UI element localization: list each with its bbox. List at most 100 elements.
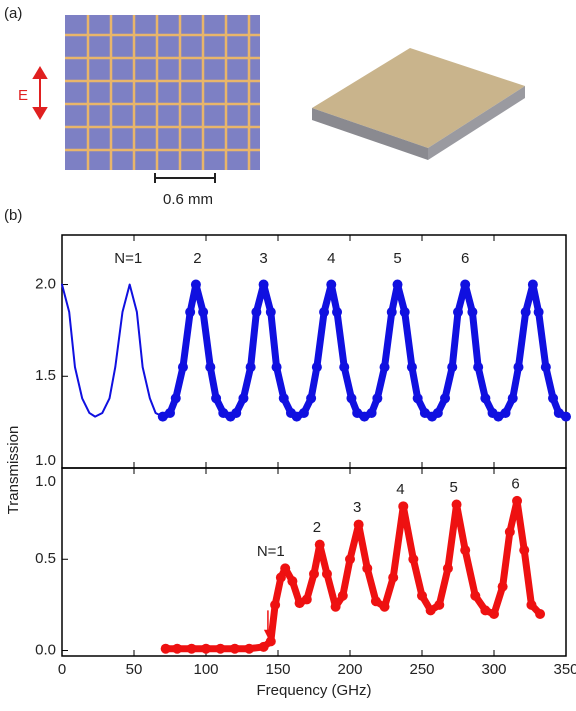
data-point	[392, 279, 403, 290]
data-point	[298, 407, 309, 418]
annotation: N=1	[257, 543, 285, 560]
y-tick-label: 1.0	[35, 473, 56, 490]
scale-bar	[154, 173, 216, 183]
data-point	[309, 568, 319, 579]
data-point	[177, 362, 188, 373]
data-point	[399, 307, 410, 318]
data-point	[346, 393, 357, 404]
data-point	[265, 636, 276, 647]
data-point	[519, 545, 530, 556]
data-point	[165, 407, 175, 418]
data-point	[278, 393, 289, 404]
data-point	[535, 609, 546, 620]
data-point	[366, 407, 377, 418]
data-point	[480, 393, 491, 404]
field-label: E	[18, 87, 28, 104]
data-point	[287, 576, 298, 587]
data-point	[190, 279, 201, 290]
data-point	[507, 393, 518, 404]
data-point	[379, 601, 390, 612]
field-arrow	[32, 66, 48, 120]
data-point	[201, 643, 211, 654]
data-point	[406, 362, 417, 373]
y-axis-label: Transmission	[5, 426, 22, 515]
data-point	[258, 641, 269, 652]
data-point	[434, 599, 445, 610]
data-point	[186, 643, 197, 654]
data-point	[311, 362, 322, 373]
data-point	[388, 572, 399, 583]
scale-label: 0.6 mm	[163, 191, 213, 208]
cutoff-arrowhead	[263, 629, 272, 638]
data-point	[370, 596, 381, 607]
data-point	[229, 643, 240, 654]
data-point	[271, 362, 282, 373]
data-point	[332, 307, 343, 318]
x-tick-label: 100	[193, 661, 218, 678]
data-point	[447, 362, 458, 373]
data-point	[561, 411, 571, 422]
data-point	[527, 279, 538, 290]
x-tick-label: 350	[553, 661, 576, 678]
data-point	[258, 279, 269, 290]
data-point	[379, 362, 390, 373]
data-point	[432, 407, 443, 418]
x-tick-label: 0	[58, 661, 66, 678]
data-point	[460, 279, 471, 290]
panel-label: (b)	[4, 207, 22, 224]
data-point	[301, 594, 312, 605]
data-point	[353, 519, 364, 530]
data-point	[321, 568, 332, 579]
data-point	[238, 393, 249, 404]
annotation: 3	[259, 250, 267, 267]
annotation: 2	[193, 250, 201, 267]
y-tick-label: 1.0	[35, 452, 56, 469]
series-line	[159, 281, 570, 421]
data-point	[470, 590, 481, 601]
chip-photo	[312, 48, 525, 160]
data-point	[417, 590, 427, 601]
data-point	[275, 572, 286, 583]
data-point	[473, 362, 484, 373]
data-point	[451, 499, 462, 510]
data-point	[453, 307, 463, 318]
data-point	[398, 501, 409, 512]
plot-frame	[61, 467, 567, 657]
data-point	[540, 362, 551, 373]
panel-label: (a)	[4, 5, 22, 22]
y-tick-label: 0.5	[35, 550, 56, 567]
series-line	[162, 497, 544, 653]
data-point	[244, 643, 255, 654]
data-point	[467, 307, 478, 318]
y-tick-label: 1.5	[35, 367, 56, 384]
data-point	[345, 554, 355, 565]
annotation: 4	[396, 481, 404, 498]
data-point	[512, 495, 523, 506]
data-point	[231, 407, 242, 418]
data-point	[306, 393, 317, 404]
annotation: 5	[393, 250, 401, 267]
data-point	[412, 393, 423, 404]
data-point	[500, 407, 511, 418]
data-point	[215, 643, 226, 654]
data-point	[205, 362, 216, 373]
y-tick-label: 0.0	[35, 641, 56, 658]
annotation: 2	[313, 519, 321, 536]
plot-frame	[61, 234, 567, 469]
data-point	[245, 362, 256, 373]
y-tick-label: 2.0	[35, 276, 56, 293]
data-point	[386, 307, 397, 318]
annotation: 5	[450, 479, 458, 496]
data-point	[362, 563, 373, 574]
data-point	[172, 643, 183, 654]
data-point	[425, 605, 436, 616]
series-line	[61, 283, 164, 418]
x-tick-label: 150	[265, 661, 290, 678]
data-point	[251, 307, 262, 318]
data-point	[280, 563, 291, 574]
annotation: 3	[353, 499, 361, 516]
data-point	[520, 307, 531, 318]
x-axis-label: Frequency (GHz)	[256, 682, 371, 699]
data-point	[497, 581, 508, 592]
